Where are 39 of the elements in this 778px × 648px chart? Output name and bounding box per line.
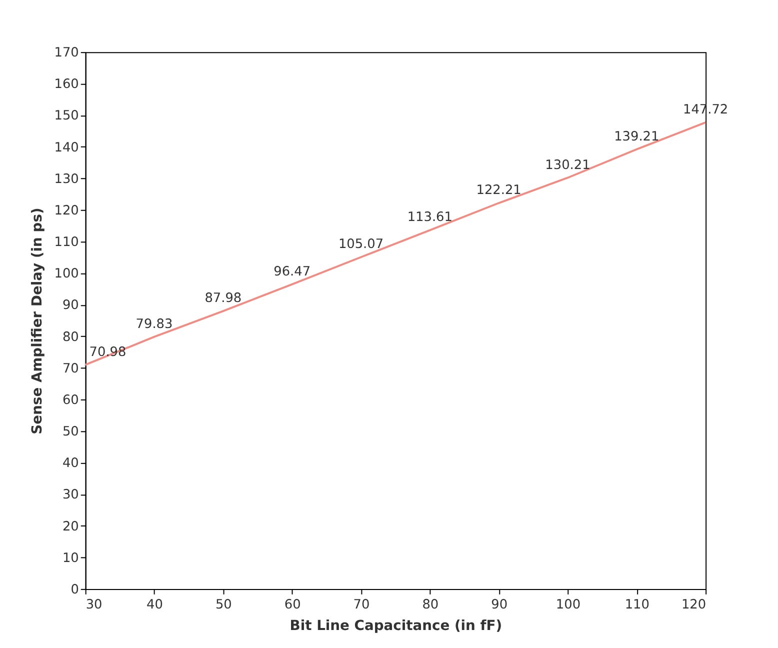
y-tick-label: 50 [62,424,79,440]
y-tick-label: 170 [54,46,79,61]
data-label: 113.61 [407,210,452,226]
y-tick-label: 30 [62,488,79,503]
y-tick-label: 130 [54,172,79,187]
y-tick-label: 80 [62,330,79,345]
x-tick-label: 110 [624,597,650,612]
x-tick-label: 80 [422,597,439,612]
x-tick-label: 70 [353,597,370,612]
x-tick-label: 40 [146,597,163,612]
y-tick-label: 150 [54,108,79,124]
data-label: 87.98 [204,291,242,306]
x-tick-label: 120 [681,597,706,612]
y-tick-label: 20 [62,519,79,534]
data-label: 130.21 [545,158,590,173]
line-series [84,121,707,366]
y-tick-label: 160 [54,77,79,92]
y-tick-label: 120 [54,203,79,218]
y-axis-title: Sense Amplifier Delay (in ps) [29,208,46,434]
x-tick-label: 90 [491,597,508,612]
data-label: 122.21 [476,183,522,198]
y-tick-label: 40 [62,456,79,472]
data-label: 105.07 [338,237,384,252]
y-tick-label: 140 [54,140,79,156]
y-tick-label: 110 [54,235,79,250]
x-axis-title: Bit Line Capacitance (in fF) [290,618,502,634]
data-label: 79.83 [136,316,173,332]
y-tick-label: 90 [62,298,79,314]
x-tick-label: 100 [556,597,581,612]
data-label: 96.47 [274,264,311,280]
x-tick-label: 50 [215,597,232,612]
x-tick-label: 60 [284,597,301,612]
y-tick-label: 10 [62,550,79,566]
y-tick-label: 60 [62,392,79,408]
y-tick-label: 100 [54,266,79,282]
x-tick-label: 30 [86,597,102,612]
y-tick-label: 70 [62,361,79,376]
y-tick-label: 0 [70,582,79,598]
data-label: 139.21 [614,129,660,144]
